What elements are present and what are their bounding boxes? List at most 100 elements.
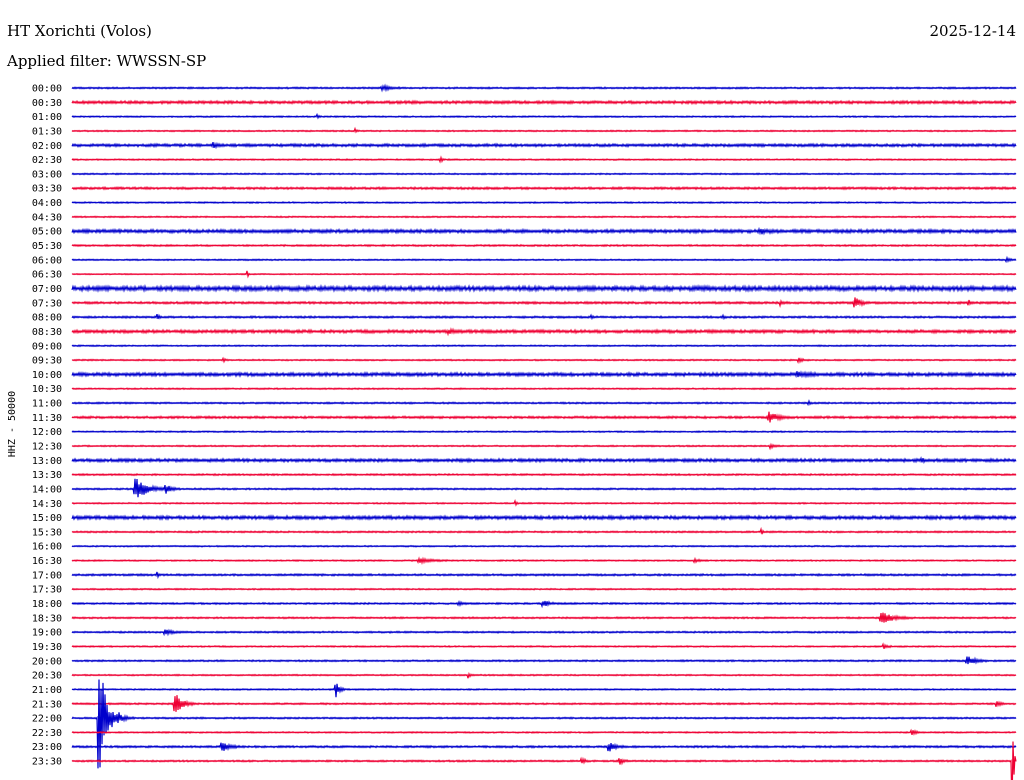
time-tick-label: 16:30 xyxy=(32,556,62,567)
seismic-trace-line xyxy=(71,456,1017,464)
filter-subtitle: Applied filter: WWSSN-SP xyxy=(6,52,206,70)
time-tick-label: 08:00 xyxy=(32,313,62,324)
seismic-trace-line xyxy=(71,642,1017,649)
time-tick-label: 03:30 xyxy=(32,184,62,195)
seismic-trace-line xyxy=(71,155,1017,164)
time-tick-label: 05:30 xyxy=(32,241,62,252)
seismic-trace-line xyxy=(71,141,1017,150)
time-tick-label: 03:00 xyxy=(32,169,62,180)
seismic-trace-line xyxy=(71,185,1017,191)
station-title: HT Xorichti (Volos) xyxy=(7,22,152,40)
seismic-trace-line xyxy=(71,679,1017,769)
seismic-trace-line xyxy=(71,126,1017,134)
time-tick-label: 06:00 xyxy=(32,255,62,266)
time-tick-label: 09:30 xyxy=(32,356,62,367)
time-tick-label: 23:00 xyxy=(32,742,62,753)
seismic-trace-line xyxy=(71,255,1017,264)
time-tick-label: 17:00 xyxy=(32,570,62,581)
time-tick-label: 12:30 xyxy=(32,442,62,453)
time-tick-label: 09:00 xyxy=(32,341,62,352)
time-tick-label: 04:00 xyxy=(32,198,62,209)
seismic-trace-line xyxy=(71,284,1017,293)
time-tick-label: 15:30 xyxy=(32,527,62,538)
seismic-trace-line xyxy=(71,695,1017,712)
time-tick-label: 18:00 xyxy=(32,599,62,610)
seismic-trace-line xyxy=(71,671,1017,679)
time-tick-label: 02:30 xyxy=(32,155,62,166)
time-tick-label: 10:00 xyxy=(32,370,62,381)
seismic-trace-line xyxy=(71,327,1017,337)
time-tick-label: 11:30 xyxy=(32,413,62,424)
time-tick-label: 23:30 xyxy=(32,757,62,768)
time-tick-label: 05:00 xyxy=(32,227,62,238)
seismic-trace-line xyxy=(71,399,1017,407)
time-tick-label: 20:00 xyxy=(32,656,62,667)
time-tick-label: 14:00 xyxy=(32,484,62,495)
time-tick-label: 00:30 xyxy=(32,98,62,109)
time-tick-label: 21:00 xyxy=(32,685,62,696)
time-tick-label: 20:30 xyxy=(32,671,62,682)
seismic-trace-line xyxy=(71,656,1017,665)
time-tick-label: 04:30 xyxy=(32,212,62,223)
seismic-trace-line xyxy=(71,472,1017,477)
seismic-trace-line xyxy=(71,200,1017,205)
time-tick-label: 19:00 xyxy=(32,628,62,639)
seismic-trace-line xyxy=(71,226,1017,236)
time-tick-label: 18:30 xyxy=(32,613,62,624)
seismic-trace-line xyxy=(71,442,1017,451)
seismic-trace-line xyxy=(71,742,1017,752)
time-tick-label: 07:00 xyxy=(32,284,62,295)
y-axis-label: HHZ - 50000 xyxy=(7,391,18,457)
seismic-trace-line xyxy=(71,741,1017,780)
seismic-trace-line xyxy=(71,728,1017,736)
seismic-trace-line xyxy=(71,83,1017,93)
time-tick-label: 11:00 xyxy=(32,399,62,410)
seismic-trace-line xyxy=(71,387,1017,391)
seismic-trace-line xyxy=(71,430,1017,434)
time-tick-label: 12:00 xyxy=(32,427,62,438)
time-tick-label: 22:00 xyxy=(32,714,62,725)
seismic-trace-line xyxy=(71,514,1017,521)
seismic-trace-line xyxy=(71,571,1017,580)
time-tick-label: 01:30 xyxy=(32,126,62,137)
seismic-trace-line xyxy=(71,243,1017,248)
seismic-trace-line xyxy=(71,215,1017,219)
time-tick-label: 13:00 xyxy=(32,456,62,467)
time-tick-label: 00:00 xyxy=(32,84,62,95)
seismic-trace-line xyxy=(71,612,1017,623)
time-tick-label: 02:00 xyxy=(32,141,62,152)
seismic-trace-line xyxy=(71,112,1017,120)
seismic-trace-line xyxy=(71,99,1017,106)
seismic-trace-line xyxy=(71,172,1017,176)
seismic-trace-line xyxy=(71,628,1017,637)
time-tick-label: 08:30 xyxy=(32,327,62,338)
time-tick-label: 17:30 xyxy=(32,585,62,596)
seismic-trace-line xyxy=(71,411,1017,423)
seismic-trace-line xyxy=(71,683,1017,698)
time-tick-label: 07:30 xyxy=(32,298,62,309)
time-tick-label: 16:00 xyxy=(32,542,62,553)
seismic-trace-line xyxy=(71,544,1017,548)
time-tick-label: 21:30 xyxy=(32,699,62,710)
seismic-trace-line xyxy=(71,526,1017,535)
time-tick-label: 15:00 xyxy=(32,513,62,524)
time-tick-label: 10:30 xyxy=(32,384,62,395)
time-tick-label: 06:30 xyxy=(32,270,62,281)
seismic-trace-line xyxy=(71,587,1017,591)
time-tick-label: 13:30 xyxy=(32,470,62,481)
seismic-trace-line xyxy=(71,600,1017,609)
seismic-trace-line xyxy=(71,297,1017,308)
seismic-trace-line xyxy=(71,370,1017,379)
seismic-trace-line xyxy=(71,556,1017,565)
trace-rows: 00:00 00:30 01:00 01:30 02:00 02:30 03:00 03:30… xyxy=(32,83,1017,780)
seismic-trace-line xyxy=(71,478,1017,498)
seismic-trace-line xyxy=(71,356,1017,365)
seismic-trace-line xyxy=(71,313,1017,321)
seismic-trace-line xyxy=(71,344,1017,348)
seismic-trace-line xyxy=(71,498,1017,507)
seismic-trace-line xyxy=(71,270,1017,279)
time-tick-label: 14:30 xyxy=(32,499,62,510)
time-tick-label: 01:00 xyxy=(32,112,62,123)
chart-date: 2025-12-14 xyxy=(930,22,1016,40)
